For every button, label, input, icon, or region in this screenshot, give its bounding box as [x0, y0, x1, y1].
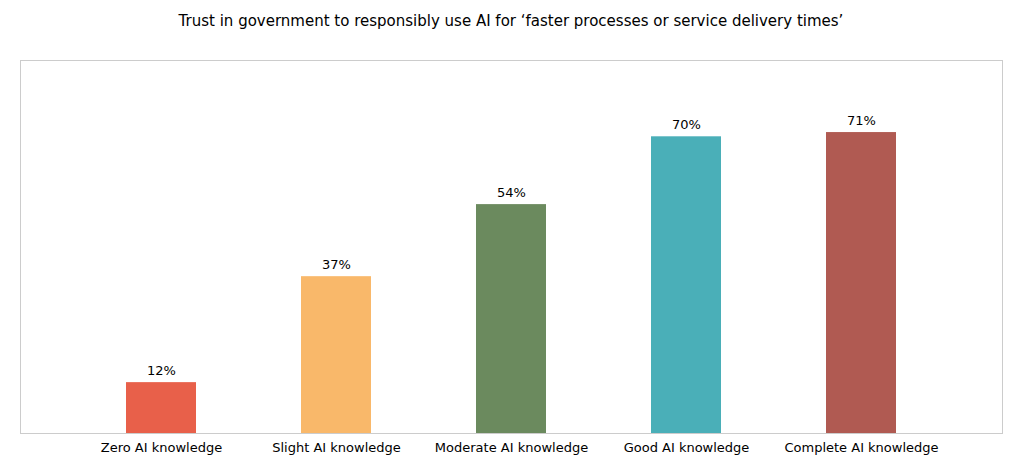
svg-text:Slight AI knowledge: Slight AI knowledge: [272, 440, 401, 455]
svg-text:Moderate AI knowledge: Moderate AI knowledge: [435, 440, 588, 455]
svg-text:71%: 71%: [847, 113, 876, 128]
svg-text:12%: 12%: [147, 363, 176, 378]
svg-text:70%: 70%: [672, 117, 701, 132]
svg-text:54%: 54%: [497, 185, 526, 200]
svg-text:Zero AI knowledge: Zero AI knowledge: [101, 440, 222, 455]
svg-text:Good AI knowledge: Good AI knowledge: [624, 440, 750, 455]
svg-text:Complete AI knowledge: Complete AI knowledge: [784, 440, 938, 455]
svg-text:37%: 37%: [322, 257, 351, 272]
html-text:Trust in government to respons: Trust in government to responsibly use A…: [178, 12, 844, 30]
